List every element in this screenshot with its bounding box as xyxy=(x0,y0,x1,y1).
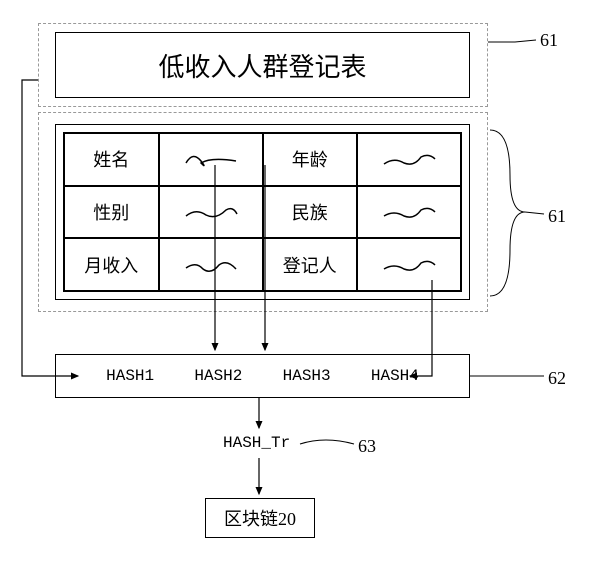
cell-name-value xyxy=(159,133,263,186)
cell-gender-value xyxy=(159,186,263,239)
hash-tr-label: HASH_Tr xyxy=(223,434,290,452)
squiggle-icon xyxy=(379,202,439,222)
cell-age-value xyxy=(357,133,461,186)
hash1: HASH1 xyxy=(86,367,174,385)
ref-63: 63 xyxy=(358,436,376,457)
squiggle-icon xyxy=(379,255,439,275)
squiggle-icon xyxy=(379,149,439,169)
hash4: HASH4 xyxy=(351,367,439,385)
form-table: 姓名 年龄 性别 民族 月收入 登记人 xyxy=(63,132,462,292)
cell-ethnic-value xyxy=(357,186,461,239)
cell-income-value xyxy=(159,238,263,291)
hash2: HASH2 xyxy=(174,367,262,385)
squiggle-icon xyxy=(181,202,241,222)
cell-income-label: 月收入 xyxy=(64,238,159,291)
cell-gender-label: 性别 xyxy=(64,186,159,239)
cell-ethnic-label: 民族 xyxy=(263,186,358,239)
hash3: HASH3 xyxy=(263,367,351,385)
diagram-canvas: 低收入人群登记表 姓名 年龄 性别 民族 月收入 登记人 HASH1 HASH2… xyxy=(0,0,596,573)
cell-registrar-label: 登记人 xyxy=(263,238,358,291)
ref-62: 62 xyxy=(548,368,566,389)
blockchain-box: 区块链20 xyxy=(205,498,315,538)
ref-61-table: 61 xyxy=(548,206,566,227)
cell-registrar-value xyxy=(357,238,461,291)
cell-name-label: 姓名 xyxy=(64,133,159,186)
title-text: 低收入人群登记表 xyxy=(158,47,366,84)
squiggle-icon xyxy=(181,149,241,169)
title-box: 低收入人群登记表 xyxy=(55,32,470,98)
squiggle-icon xyxy=(181,255,241,275)
ref-61-title: 61 xyxy=(540,30,558,51)
cell-age-label: 年龄 xyxy=(263,133,358,186)
hash-box: HASH1 HASH2 HASH3 HASH4 xyxy=(55,354,470,398)
